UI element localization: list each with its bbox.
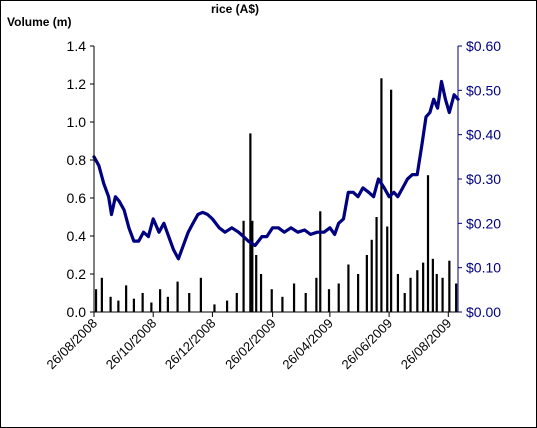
volume-bar <box>242 220 245 312</box>
chart-title: rice (A$) <box>211 2 259 16</box>
volume-bar <box>249 133 252 312</box>
volume-bar <box>455 283 458 312</box>
left-tick-label: 1.2 <box>67 76 87 92</box>
volume-bar <box>426 175 430 312</box>
volume-bar <box>132 298 135 312</box>
left-tick-label: 1.4 <box>67 38 87 54</box>
x-tick-label: 26/04/2009 <box>279 316 336 373</box>
volume-bar <box>213 304 216 312</box>
volume-bar <box>304 293 307 312</box>
volume-bar <box>150 302 153 312</box>
volume-bar <box>319 211 322 312</box>
volume-bar <box>176 281 179 312</box>
left-tick-label: 1.0 <box>67 114 87 130</box>
volume-bar <box>292 283 296 312</box>
x-tick-label: 26/12/2008 <box>162 316 219 373</box>
volume-bar <box>225 300 229 312</box>
volume-bar <box>281 296 284 312</box>
x-tick-label: 26/02/2009 <box>222 316 279 373</box>
x-tick-label: 26/08/2009 <box>398 316 455 373</box>
volume-bar <box>199 277 202 312</box>
volume-bar <box>259 274 263 312</box>
volume-bar <box>251 220 254 312</box>
volume-bar <box>235 293 238 312</box>
price-line <box>92 79 460 261</box>
left-tick-label: 0.8 <box>67 152 87 168</box>
volume-bar <box>337 283 340 312</box>
volume-bar <box>109 296 112 312</box>
volume-bar <box>347 264 350 312</box>
x-tick-label: 26/06/2009 <box>339 316 396 373</box>
volume-bar <box>159 289 162 312</box>
volume-bar <box>386 226 389 312</box>
x-tick-label: 26/10/2008 <box>103 316 160 373</box>
right-tick-label: $0.60 <box>466 38 501 54</box>
right-tick-label: $0.40 <box>466 127 501 143</box>
volume-bar <box>435 274 438 312</box>
volume-bar <box>357 274 360 312</box>
volume-bar <box>166 296 169 312</box>
volume-bar <box>448 260 451 312</box>
volume-bar <box>327 289 331 312</box>
volume-bar <box>370 239 373 312</box>
left-tick-label: 0.0 <box>67 304 87 320</box>
right-tick-label: $0.10 <box>466 260 501 276</box>
left-tick-label: 0.2 <box>67 266 87 282</box>
volume-bar <box>188 293 191 312</box>
volume-bar <box>100 277 103 312</box>
volume-bar <box>141 293 144 312</box>
left-axis-label: Volume (m) <box>7 15 71 29</box>
volume-bar <box>409 277 412 312</box>
x-tick-label: 26/08/2008 <box>43 316 100 373</box>
volume-bar <box>422 262 425 312</box>
volume-bar <box>117 300 120 312</box>
left-tick-label: 0.6 <box>67 190 87 206</box>
volume-bar <box>390 89 393 312</box>
right-tick-label: $0.00 <box>466 304 501 320</box>
volume-bar <box>365 255 368 312</box>
volume-bar <box>255 255 258 312</box>
volume-bar <box>441 277 444 312</box>
volume-bar <box>403 293 406 312</box>
volume-bar <box>315 277 318 312</box>
volume-bar <box>396 274 400 312</box>
volume-bar <box>125 285 128 312</box>
volume-bar <box>380 78 383 312</box>
volume-bar <box>94 289 98 312</box>
volume-bar <box>416 270 419 312</box>
left-tick-label: 0.4 <box>67 228 87 244</box>
right-tick-label: $0.20 <box>466 215 501 231</box>
plot-area: 0.0 0.2 0.4 0.6 0.8 1.0 1.2 1.4 $0.00 $0.10 $0.20 $… <box>43 38 501 372</box>
volume-bar <box>431 258 434 312</box>
right-tick-label: $0.50 <box>466 82 501 98</box>
right-tick-label: $0.30 <box>466 171 501 187</box>
volume-bar <box>375 217 378 312</box>
volume-bar <box>270 289 273 312</box>
